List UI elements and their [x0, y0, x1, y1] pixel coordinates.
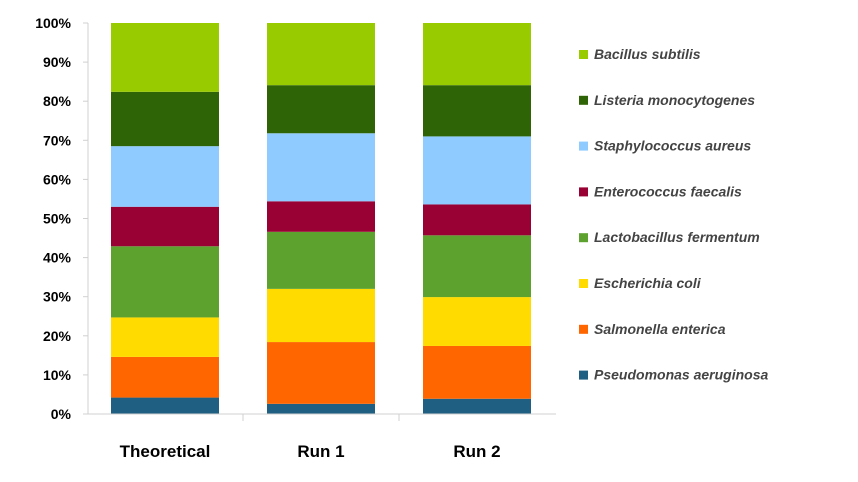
- y-tick-label: 0%: [51, 406, 72, 422]
- legend-swatch: [579, 324, 588, 334]
- legend-swatch: [579, 187, 588, 197]
- bar-segment: [111, 397, 219, 414]
- legend-swatch: [579, 370, 588, 380]
- bar-segment: [267, 23, 375, 86]
- bar-segment: [423, 136, 531, 205]
- y-tick-label: 100%: [35, 15, 71, 31]
- bar-segment: [267, 133, 375, 202]
- bar-segment: [423, 23, 531, 86]
- bar-segment: [111, 356, 219, 398]
- x-tick-label: Run 2: [453, 442, 500, 461]
- legend: Bacillus subtilis Listeria monocytogenes S…: [579, 46, 768, 383]
- bar-segment: [423, 235, 531, 298]
- y-tick-label: 50%: [43, 211, 72, 227]
- y-axis-tick-labels: 0% 10% 20% 30% 40% 50% 60% 70% 80% 90% 100%: [35, 15, 71, 422]
- bar-stacks: [111, 23, 531, 414]
- y-tick-label: 60%: [43, 171, 72, 187]
- legend-label: Listeria monocytogenes: [594, 92, 755, 108]
- y-tick-label: 40%: [43, 250, 72, 266]
- bar-segment: [423, 297, 531, 346]
- bar-segment: [111, 91, 219, 147]
- bar-segment: [111, 23, 219, 92]
- bar-segment: [423, 204, 531, 236]
- bar-segment: [111, 246, 219, 318]
- legend-label: Salmonella enterica: [594, 321, 726, 337]
- bar-segment: [423, 398, 531, 414]
- bar-segment: [267, 201, 375, 232]
- legend-swatch: [579, 233, 588, 243]
- legend-swatch: [579, 95, 588, 105]
- bar-segment: [267, 85, 375, 134]
- legend-label: Bacillus subtilis: [594, 46, 701, 62]
- bar-segment: [423, 85, 531, 137]
- axes: [83, 22, 556, 421]
- x-tick-label: Run 1: [297, 442, 344, 461]
- legend-swatch: [579, 141, 588, 151]
- bar-segment: [111, 317, 219, 357]
- y-tick-label: 30%: [43, 289, 72, 305]
- x-tick-label: Theoretical: [120, 442, 211, 461]
- y-tick-label: 80%: [43, 93, 72, 109]
- legend-label: Staphylococcus aureus: [594, 138, 751, 154]
- x-axis-tick-labels: Theoretical Run 1 Run 2: [120, 442, 501, 461]
- bar-segment: [423, 345, 531, 399]
- bar-segment: [267, 342, 375, 404]
- legend-label: Pseudomonas aeruginosa: [594, 367, 768, 383]
- bar-segment: [111, 206, 219, 247]
- legend-label: Escherichia coli: [594, 275, 702, 291]
- bar-segment: [111, 146, 219, 207]
- legend-label: Lactobacillus fermentum: [594, 229, 760, 245]
- y-tick-label: 20%: [43, 328, 72, 344]
- legend-label: Enterococcus faecalis: [594, 183, 742, 199]
- bar-segment: [267, 403, 375, 414]
- bar-segment: [267, 288, 375, 343]
- y-tick-label: 70%: [43, 132, 72, 148]
- y-tick-label: 10%: [43, 367, 72, 383]
- legend-swatch: [579, 50, 588, 59]
- bar-segment: [267, 231, 375, 289]
- legend-swatch: [579, 279, 588, 288]
- y-tick-label: 90%: [43, 54, 72, 70]
